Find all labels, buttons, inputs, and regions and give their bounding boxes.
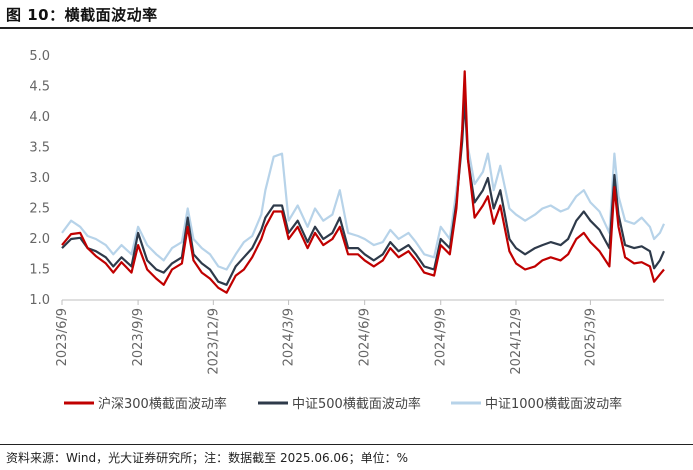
- source-note: 资料来源：Wind，光大证券研究所；注：数据截至 2025.06.06；单位：%: [6, 451, 409, 465]
- page-title: 图 10：横截面波动率: [6, 6, 158, 24]
- y-tick-label: 1.0: [29, 293, 50, 308]
- y-tick-label: 5.0: [29, 49, 50, 64]
- y-tick-label: 2.5: [29, 202, 50, 217]
- x-tick-label: 2025/3/9: [583, 308, 598, 366]
- x-tick-label: 2024/6/9: [358, 308, 373, 366]
- x-axis-ticks: [61, 300, 591, 305]
- x-tick-label: 2024/3/9: [282, 308, 297, 366]
- y-tick-label: 1.5: [29, 263, 50, 278]
- y-tick-label: 4.5: [29, 80, 50, 95]
- legend-label-1: 沪深300横截面波动率: [98, 396, 227, 412]
- footer-rule: [0, 444, 693, 445]
- legend: 沪深300横截面波动率 中证500横截面波动率 中证1000横截面波动率: [64, 396, 622, 412]
- x-tick-label: 2024/9/9: [434, 308, 449, 366]
- y-tick-label: 2.0: [29, 232, 50, 247]
- series-line-2: [61, 97, 666, 286]
- x-tick-label: 2023/9/9: [131, 308, 146, 366]
- x-tick-label: 2023/12/9: [206, 308, 221, 375]
- series-lines: [61, 70, 666, 294]
- volatility-chart: 5.04.54.03.53.02.52.01.51.0 2023/6/9 2023…: [29, 49, 666, 412]
- series-line-3: [61, 100, 666, 271]
- title-rule: [0, 27, 693, 29]
- legend-label-3: 中证1000横截面波动率: [485, 396, 622, 412]
- x-tick-label: 2023/6/9: [55, 308, 70, 366]
- x-axis-labels: 2023/6/9 2023/9/9 2023/12/9 2024/3/9 2024/6/…: [55, 308, 598, 375]
- legend-label-2: 中证500横截面波动率: [292, 396, 421, 412]
- y-tick-label: 3.0: [29, 171, 50, 186]
- y-axis-labels: 5.0 4.5 4.0 3.5 3.0 2.5 2.0 1.5 1.0: [29, 49, 50, 308]
- series-line-1: [61, 70, 665, 294]
- y-tick-label: 3.5: [29, 141, 50, 156]
- x-tick-label: 2024/12/9: [509, 308, 524, 375]
- y-tick-label: 4.0: [29, 110, 50, 125]
